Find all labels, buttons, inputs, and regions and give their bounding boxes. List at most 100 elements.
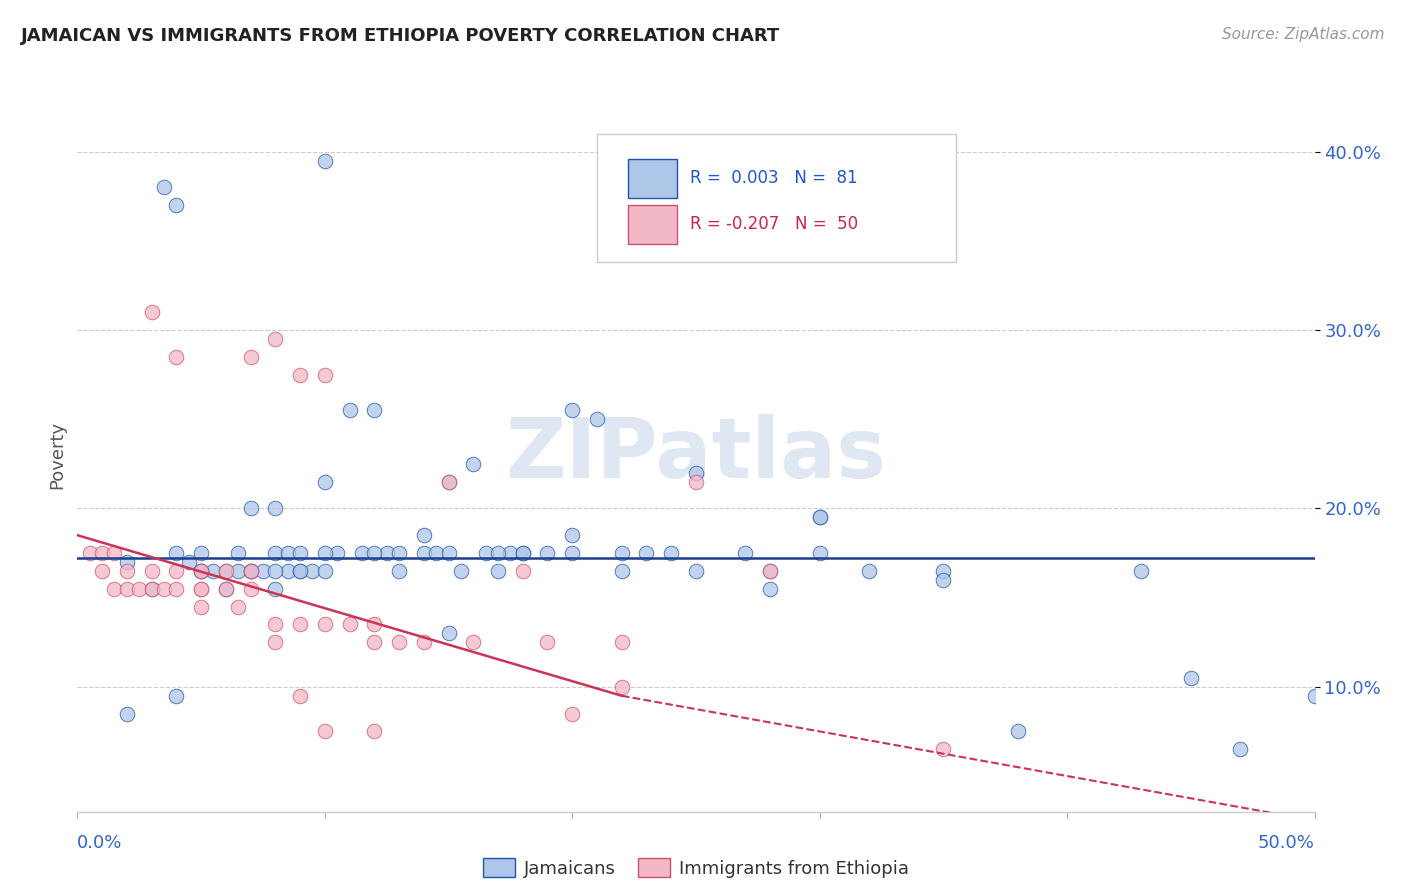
Point — [808, 510, 831, 524]
Point — [177, 555, 200, 569]
Point — [412, 635, 434, 649]
Point — [115, 555, 138, 569]
Point — [512, 564, 534, 578]
Point — [474, 546, 496, 560]
Point — [561, 706, 583, 721]
Point — [215, 564, 238, 578]
Point — [437, 475, 460, 489]
Y-axis label: Poverty: Poverty — [48, 421, 66, 489]
Point — [314, 475, 336, 489]
Point — [636, 546, 658, 560]
Point — [314, 368, 336, 382]
Point — [202, 564, 225, 578]
Text: R = -0.207   N =  50: R = -0.207 N = 50 — [690, 216, 858, 234]
Point — [486, 546, 509, 560]
Point — [512, 546, 534, 560]
Text: R =  0.003   N =  81: R = 0.003 N = 81 — [690, 169, 858, 187]
Point — [350, 546, 373, 560]
Point — [363, 617, 385, 632]
Point — [388, 564, 411, 578]
Point — [1007, 724, 1029, 739]
Point — [685, 564, 707, 578]
Point — [412, 528, 434, 542]
Point — [226, 546, 249, 560]
Point — [288, 368, 311, 382]
Point — [264, 635, 287, 649]
Point — [264, 617, 287, 632]
Point — [363, 403, 385, 417]
Point — [685, 475, 707, 489]
Point — [264, 332, 287, 346]
Point — [115, 564, 138, 578]
Point — [103, 546, 125, 560]
Point — [463, 457, 485, 471]
Point — [190, 546, 212, 560]
Point — [190, 582, 212, 596]
Text: 50.0%: 50.0% — [1258, 834, 1315, 852]
Point — [486, 564, 509, 578]
Point — [437, 626, 460, 640]
Point — [932, 742, 955, 756]
Point — [388, 546, 411, 560]
Point — [215, 582, 238, 596]
Point — [561, 403, 583, 417]
Point — [759, 564, 782, 578]
Point — [91, 546, 114, 560]
Point — [314, 546, 336, 560]
Point — [610, 546, 633, 560]
Point — [226, 564, 249, 578]
Point — [437, 546, 460, 560]
Point — [165, 546, 187, 560]
Point — [288, 617, 311, 632]
Point — [277, 546, 299, 560]
Point — [499, 546, 522, 560]
Point — [561, 528, 583, 542]
Point — [288, 689, 311, 703]
Point — [412, 546, 434, 560]
Point — [610, 680, 633, 694]
Point — [91, 564, 114, 578]
Point — [252, 564, 274, 578]
Point — [215, 564, 238, 578]
Point — [759, 582, 782, 596]
Point — [115, 582, 138, 596]
Point — [586, 412, 609, 426]
Point — [1229, 742, 1251, 756]
Point — [215, 582, 238, 596]
Point — [239, 564, 262, 578]
Point — [79, 546, 101, 560]
Point — [190, 599, 212, 614]
Point — [288, 564, 311, 578]
Legend: Jamaicans, Immigrants from Ethiopia: Jamaicans, Immigrants from Ethiopia — [475, 851, 917, 885]
Point — [264, 546, 287, 560]
Point — [239, 350, 262, 364]
Point — [375, 546, 398, 560]
Point — [1180, 671, 1202, 685]
Point — [165, 689, 187, 703]
Point — [239, 501, 262, 516]
Point — [659, 546, 682, 560]
Point — [190, 564, 212, 578]
Point — [326, 546, 349, 560]
Point — [932, 564, 955, 578]
Point — [141, 582, 163, 596]
Point — [153, 582, 176, 596]
Point — [190, 564, 212, 578]
Point — [288, 564, 311, 578]
Point — [141, 564, 163, 578]
Point — [190, 564, 212, 578]
Point — [239, 564, 262, 578]
Point — [165, 582, 187, 596]
Point — [153, 180, 176, 194]
Point — [288, 546, 311, 560]
Point — [339, 617, 361, 632]
Point — [339, 403, 361, 417]
Point — [734, 546, 756, 560]
Bar — [628, 159, 678, 198]
Point — [103, 582, 125, 596]
Point — [808, 546, 831, 560]
Point — [239, 582, 262, 596]
Point — [363, 724, 385, 739]
Point — [314, 153, 336, 168]
Point — [314, 564, 336, 578]
